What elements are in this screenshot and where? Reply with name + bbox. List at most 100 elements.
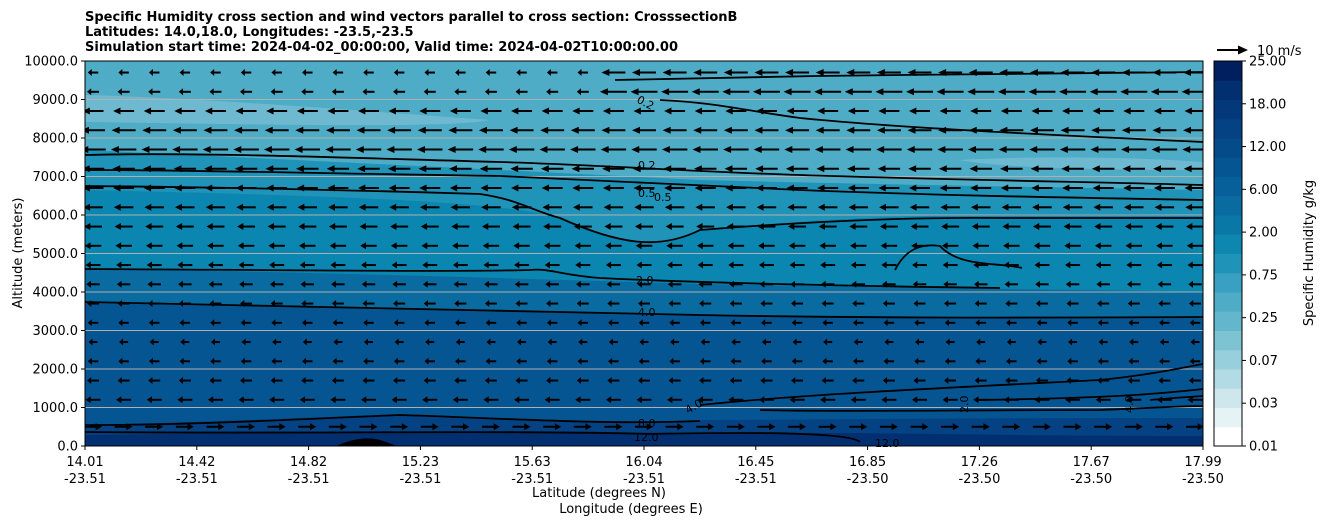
colorbar-tick-label: 0.03 bbox=[1249, 397, 1278, 412]
wind-vector-head bbox=[113, 184, 121, 192]
wind-vector-head bbox=[1066, 300, 1071, 308]
colorbar-segment bbox=[1214, 234, 1242, 254]
wind-vector-head bbox=[585, 423, 592, 431]
wind-vector-head bbox=[450, 203, 458, 211]
wind-vector-head bbox=[936, 88, 945, 96]
chart-title-line-2: Latitudes: 14.0,18.0, Longitudes: -23.5,… bbox=[85, 25, 414, 40]
x-axis: 14.01 -23.51 14.42 -23.51 14.82 -23.51 15.23 -2… bbox=[64, 446, 1224, 487]
wind-vector-head bbox=[1065, 396, 1071, 404]
wind-vector-head bbox=[1032, 223, 1040, 231]
wind-vector-head bbox=[1189, 300, 1194, 308]
wind-vector-head bbox=[326, 165, 335, 173]
wind-vector-head bbox=[577, 319, 582, 327]
wind-vector-head bbox=[270, 88, 275, 96]
wind-vector-head bbox=[238, 396, 244, 404]
wind-vector-head bbox=[85, 396, 91, 404]
wind-vector-head bbox=[570, 146, 579, 154]
wind-vector-head bbox=[463, 423, 470, 431]
wind-vector-head bbox=[148, 88, 153, 96]
wind-vector-head bbox=[1062, 184, 1070, 192]
colorbar-segment bbox=[1214, 369, 1242, 389]
wind-vector-head bbox=[454, 377, 459, 385]
wind-vector-head bbox=[331, 377, 337, 385]
wind-vector-head bbox=[1000, 165, 1008, 173]
wind-vector-head bbox=[969, 165, 978, 173]
wind-vector-head bbox=[975, 319, 980, 327]
wind-vector-head bbox=[540, 165, 549, 173]
wind-vector-head bbox=[479, 165, 488, 173]
wind-vector-head bbox=[270, 377, 275, 385]
wind-vector-head bbox=[1031, 107, 1039, 115]
wind-vector-head bbox=[516, 69, 521, 77]
wind-vector-head bbox=[1121, 69, 1130, 77]
wind-vector-head bbox=[909, 203, 917, 211]
wind-vector-head bbox=[179, 319, 184, 327]
wind-vector-head bbox=[391, 396, 397, 404]
wind-vector-head bbox=[455, 357, 460, 365]
wind-vector-head bbox=[699, 319, 704, 327]
wind-vector-head bbox=[792, 338, 797, 346]
wind-vector-head bbox=[1006, 357, 1011, 365]
wind-vector-head bbox=[912, 280, 918, 288]
colorbar-label: Specific Humidity g/kg bbox=[1302, 180, 1317, 326]
wind-vector-head bbox=[178, 300, 184, 308]
y-tick-label: 3000.0 bbox=[33, 324, 79, 339]
wind-vector-head bbox=[393, 357, 398, 365]
wind-vector-head bbox=[692, 146, 701, 154]
wind-vector-head bbox=[361, 280, 367, 288]
wind-vector-head bbox=[1031, 184, 1039, 192]
wind-vector-head bbox=[632, 126, 640, 134]
wind-vector-head bbox=[401, 423, 409, 431]
wind-vector-head bbox=[1000, 184, 1009, 192]
wind-vector-head bbox=[785, 165, 794, 173]
wind-vector-head bbox=[786, 184, 794, 192]
wind-vector-head bbox=[997, 88, 1006, 96]
wind-vector-head bbox=[605, 261, 612, 269]
wind-vector-head bbox=[729, 377, 735, 385]
wind-vector-head bbox=[264, 126, 273, 134]
x-tick-label-lon: -23.50 bbox=[847, 472, 889, 487]
wind-vector-head bbox=[952, 423, 960, 431]
x-tick-label-lat: 16.04 bbox=[625, 455, 662, 470]
wind-vector-head bbox=[845, 146, 854, 154]
wind-vector-head bbox=[362, 377, 367, 385]
wind-vector-head bbox=[848, 203, 856, 211]
wind-vector-head bbox=[693, 69, 702, 77]
x-tick-label-lon: -23.50 bbox=[958, 472, 1000, 487]
wind-vector-head bbox=[576, 280, 581, 288]
wind-vector-head bbox=[694, 184, 703, 192]
wind-vector-head bbox=[1185, 203, 1193, 211]
wind-vector-head bbox=[941, 223, 948, 231]
wind-vector-head bbox=[263, 146, 272, 154]
wind-vector-head bbox=[358, 203, 366, 211]
x-tick-label-lon: -23.51 bbox=[288, 472, 330, 487]
wind-vector-head bbox=[302, 338, 307, 346]
wind-vector-head bbox=[1098, 338, 1103, 346]
wind-vector-head bbox=[299, 261, 306, 269]
wind-vector-head bbox=[393, 69, 398, 77]
wind-vector-head bbox=[1124, 203, 1131, 211]
wind-vector-head bbox=[942, 396, 948, 404]
wind-vector-head bbox=[697, 261, 703, 269]
wind-vector-head bbox=[240, 319, 245, 327]
wind-vector-head bbox=[389, 203, 397, 211]
y-axis-label: Altitude (meters) bbox=[11, 198, 26, 309]
wind-vector-head bbox=[667, 396, 673, 404]
wind-vector-head bbox=[791, 357, 796, 365]
wind-vector-head bbox=[358, 184, 366, 192]
wind-vector-head bbox=[388, 107, 396, 115]
wind-vector-head bbox=[1006, 338, 1011, 346]
wind-vector-head bbox=[664, 184, 672, 192]
wind-vector-head bbox=[572, 107, 580, 115]
wind-vector-head bbox=[172, 126, 181, 134]
wind-vector-head bbox=[875, 88, 884, 96]
wind-vector-head bbox=[1075, 423, 1082, 431]
wind-vector-head bbox=[179, 357, 184, 365]
wind-vector-head bbox=[332, 357, 337, 365]
wind-vector-head bbox=[752, 88, 761, 96]
wind-vector-head bbox=[85, 107, 90, 115]
wind-vector-head bbox=[547, 338, 552, 346]
wind-vector-head bbox=[1003, 396, 1010, 404]
wind-vector-head bbox=[1029, 146, 1038, 154]
